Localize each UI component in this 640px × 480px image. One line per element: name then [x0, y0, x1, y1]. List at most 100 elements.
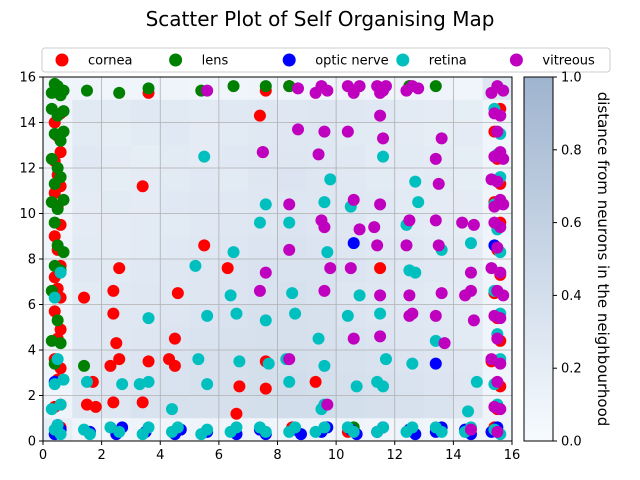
data-point: [201, 423, 214, 436]
data-point: [497, 198, 510, 211]
colorbar-tick-label: 0.2: [561, 362, 582, 377]
data-point: [497, 152, 510, 165]
data-point: [470, 375, 483, 388]
heatmap-cell: [394, 99, 425, 123]
data-point: [286, 287, 299, 300]
legend-label: optic nerve: [315, 54, 388, 69]
y-tick-label: 4: [28, 344, 36, 359]
data-point: [78, 359, 91, 372]
heatmap-cell: [453, 145, 484, 169]
data-point: [142, 312, 155, 325]
data-point: [374, 307, 387, 320]
heatmap-cell: [189, 190, 220, 214]
heatmap-cell: [336, 350, 366, 374]
data-point: [491, 125, 504, 138]
heatmap-cell: [424, 395, 454, 419]
heatmap-cell: [130, 327, 161, 351]
data-point: [341, 125, 354, 138]
data-point: [432, 239, 445, 252]
data-point: [324, 173, 337, 186]
data-point: [45, 152, 58, 165]
data-point: [136, 396, 149, 409]
x-tick-label: 12: [386, 448, 403, 463]
data-point: [403, 214, 416, 227]
data-point: [467, 314, 480, 327]
data-point: [309, 375, 322, 388]
data-point: [51, 419, 64, 432]
heatmap-cell: [101, 213, 132, 237]
colorbar: 0.0 0.2 0.4 0.6 0.8 1.0 distance from neurons…: [523, 71, 612, 450]
data-point: [464, 423, 477, 436]
heatmap-cell: [189, 395, 220, 419]
data-point: [259, 314, 272, 327]
legend-label: lens: [202, 54, 229, 69]
heatmap-cell: [160, 77, 191, 101]
data-point: [142, 82, 155, 95]
data-point: [412, 82, 425, 95]
heatmap-cell: [218, 145, 249, 169]
heatmap-cell: [248, 395, 278, 419]
data-point: [51, 353, 64, 366]
y-tick-label: 6: [28, 298, 36, 313]
data-point: [198, 150, 211, 163]
legend-marker: [169, 53, 183, 67]
data-point: [51, 314, 64, 327]
data-point: [491, 375, 504, 388]
data-point: [192, 353, 205, 366]
heatmap-cell: [277, 145, 308, 169]
data-point: [51, 202, 64, 215]
data-point: [289, 307, 302, 320]
data-point: [347, 425, 360, 438]
legend-label: vitreous: [542, 54, 595, 69]
data-point: [494, 109, 507, 122]
heatmap-cell: [130, 236, 161, 260]
heatmap-cell: [248, 168, 278, 192]
data-point: [368, 221, 381, 234]
data-point: [464, 266, 477, 279]
data-points: [45, 77, 510, 441]
data-point: [48, 305, 61, 318]
data-point: [78, 291, 91, 304]
heatmap-cell: [130, 213, 161, 237]
data-point: [456, 216, 469, 229]
heatmap-cell: [453, 304, 484, 328]
heatmap-cell: [160, 190, 191, 214]
legend-item-vitreous: vitreous: [509, 53, 595, 69]
data-point: [409, 266, 422, 279]
x-tick-label: 10: [328, 448, 345, 463]
heatmap-cell: [218, 327, 249, 351]
heatmap-cell: [394, 145, 425, 169]
data-point: [57, 125, 70, 138]
data-point: [494, 357, 507, 370]
data-point: [253, 216, 266, 229]
data-point: [312, 148, 325, 161]
heatmap-cell: [453, 327, 484, 351]
heatmap-cell: [453, 350, 484, 374]
data-point: [107, 307, 120, 320]
heatmap-cell: [394, 327, 425, 351]
data-point: [318, 125, 331, 138]
data-point: [379, 353, 392, 366]
legend-frame: [41, 47, 611, 73]
data-point: [227, 80, 240, 93]
heatmap-cell: [218, 190, 249, 214]
data-point: [350, 380, 363, 393]
data-point: [377, 150, 390, 163]
data-point: [318, 284, 331, 297]
data-point: [51, 162, 64, 174]
data-point: [491, 425, 504, 438]
data-point: [54, 89, 67, 102]
data-point: [462, 405, 475, 418]
legend-marker: [396, 53, 410, 67]
heatmap-cell: [130, 122, 161, 146]
data-point: [318, 359, 331, 372]
data-point: [80, 398, 93, 411]
data-point: [171, 421, 184, 434]
data-point: [142, 355, 155, 368]
heatmap-cell: [101, 145, 132, 169]
y-tick-label: 16: [19, 71, 36, 86]
data-point: [256, 146, 269, 159]
heatmap-cell: [336, 145, 366, 169]
heatmap-cell: [306, 236, 337, 260]
